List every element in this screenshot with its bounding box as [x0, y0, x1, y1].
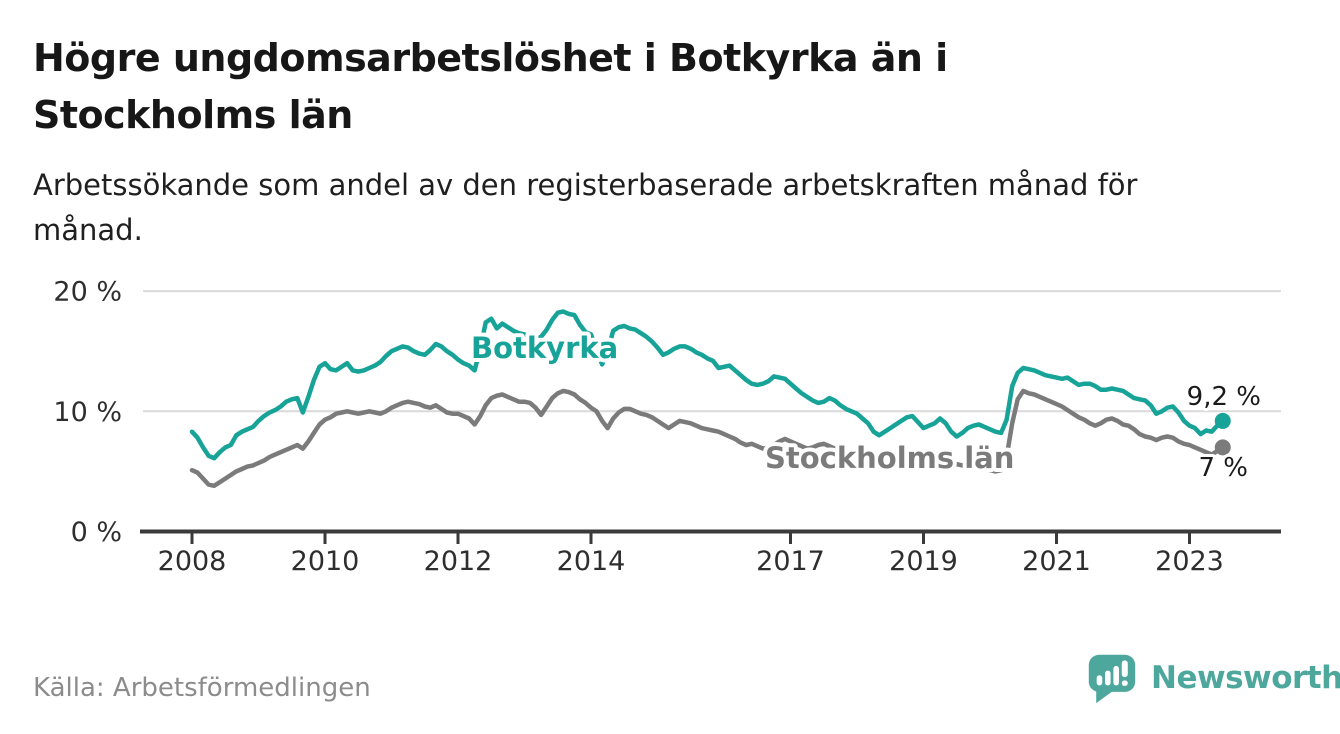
chart-subtitle-line2: månad.	[33, 213, 143, 247]
y-axis-label-0: 0 %	[71, 517, 122, 548]
x-axis: 2008 2010 2012 2014 2017 2019 2021 2023	[140, 529, 1281, 577]
value-label-stockholms-lan: 7 %	[1198, 453, 1248, 483]
x-axis-label-2021: 2021	[1022, 546, 1091, 577]
source-note: Källa: Arbetsförmedlingen	[33, 673, 371, 703]
y-axis-label-10: 10 %	[53, 397, 122, 428]
series-label-stockholms-lan: Stockholms län	[765, 441, 1014, 475]
y-axis-labels: 0 % 10 % 20 %	[53, 277, 122, 548]
logo-bar-tall	[1113, 665, 1119, 686]
chart-subtitle: Arbetssökande som andel av den registerb…	[33, 163, 1273, 253]
series-lines	[189, 309, 1226, 489]
logo-exclamation-bar	[1121, 660, 1128, 678]
end-value-labels: 9,2 % 7 %	[1184, 379, 1264, 486]
y-axis-label-20: 20 %	[53, 277, 122, 308]
x-axis-label-2010: 2010	[291, 546, 360, 577]
x-axis-label-2017: 2017	[756, 546, 825, 577]
logo-exclamation-dot	[1121, 680, 1128, 686]
logo-bar-medium	[1105, 670, 1111, 686]
series-label-botkyrka: Botkyrka	[471, 331, 618, 365]
newsworthy-bubble-icon	[1088, 654, 1136, 704]
series-line-stockholms-lan	[189, 388, 1226, 489]
x-axis-label-2012: 2012	[424, 546, 493, 577]
chart-subtitle-line1: Arbetssökande som andel av den registerb…	[33, 168, 1138, 202]
page-title-line1: Högre ungdomsarbetslöshet i Botkyrka än …	[33, 36, 948, 80]
logo-bar-small	[1096, 675, 1103, 686]
series-inline-labels: Botkyrka Stockholms län	[467, 327, 1018, 479]
newsworthy-wordmark: Newsworthy	[1151, 660, 1340, 696]
gridlines	[143, 290, 1281, 413]
end-dot-stockholms-lan	[1214, 439, 1231, 456]
end-dot-botkyrka	[1214, 412, 1231, 429]
x-axis-label-2014: 2014	[557, 546, 626, 577]
series-line-botkyrka	[189, 309, 1226, 461]
page-title-line2: Stockholms län	[33, 93, 353, 137]
x-axis-label-2023: 2023	[1155, 546, 1224, 577]
value-label-botkyrka: 9,2 %	[1187, 382, 1261, 412]
newsworthy-logo: Newsworthy	[1086, 650, 1340, 706]
x-axis-label-2019: 2019	[889, 546, 958, 577]
page-title: Högre ungdomsarbetslöshet i Botkyrka än …	[33, 30, 1153, 144]
series-end-dots	[1214, 412, 1231, 456]
x-axis-label-2008: 2008	[158, 546, 227, 577]
